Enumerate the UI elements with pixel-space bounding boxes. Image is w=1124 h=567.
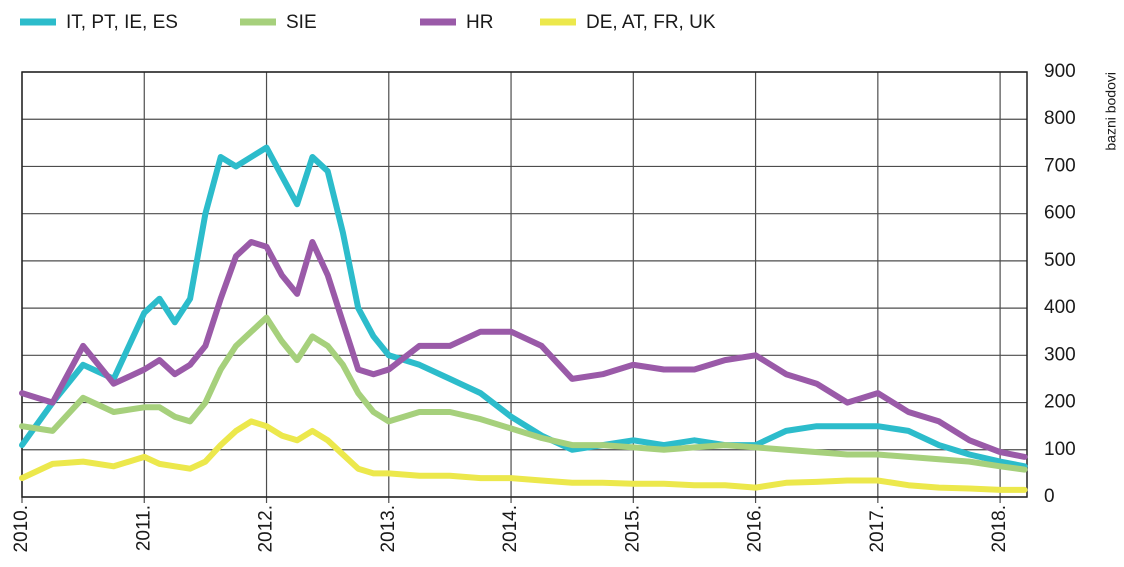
series-line [19,418,1028,493]
x-tick-label: 2011. [133,505,154,551]
y-tick-label: 500 [1044,250,1076,271]
y-tick-label: 200 [1044,392,1076,413]
y-tick-label: 300 [1044,344,1076,365]
x-tick-label: 2013. [378,505,399,553]
x-tick-label: 2012. [256,505,277,553]
y-tick-label: 400 [1044,297,1076,318]
x-tick-label: 2017. [867,505,888,553]
legend-label: IT, PT, IE, ES [66,12,178,33]
plot-frame [21,71,1028,498]
y-tick-label: 800 [1044,108,1076,129]
y-axis-label: bazni bodovi [1103,72,1119,151]
x-tick-label: 2016. [745,505,766,553]
series-line [19,314,1028,473]
series-line [19,239,1028,460]
y-tick-label: 700 [1044,155,1076,176]
legend-label: DE, AT, FR, UK [586,12,716,33]
y-tick-label: 0 [1044,486,1055,507]
y-tick-label: 900 [1044,61,1076,82]
x-tick-label: 2010. [11,505,32,553]
x-tick-label: 2014. [500,505,521,553]
x-tick-label: 2015. [622,505,643,553]
legend-label: HR [466,12,493,33]
y-tick-label: 600 [1044,203,1076,224]
x-tick-label: 2018. [989,505,1010,553]
y-tick-label: 100 [1044,439,1076,460]
legend-label: SIE [286,12,317,33]
